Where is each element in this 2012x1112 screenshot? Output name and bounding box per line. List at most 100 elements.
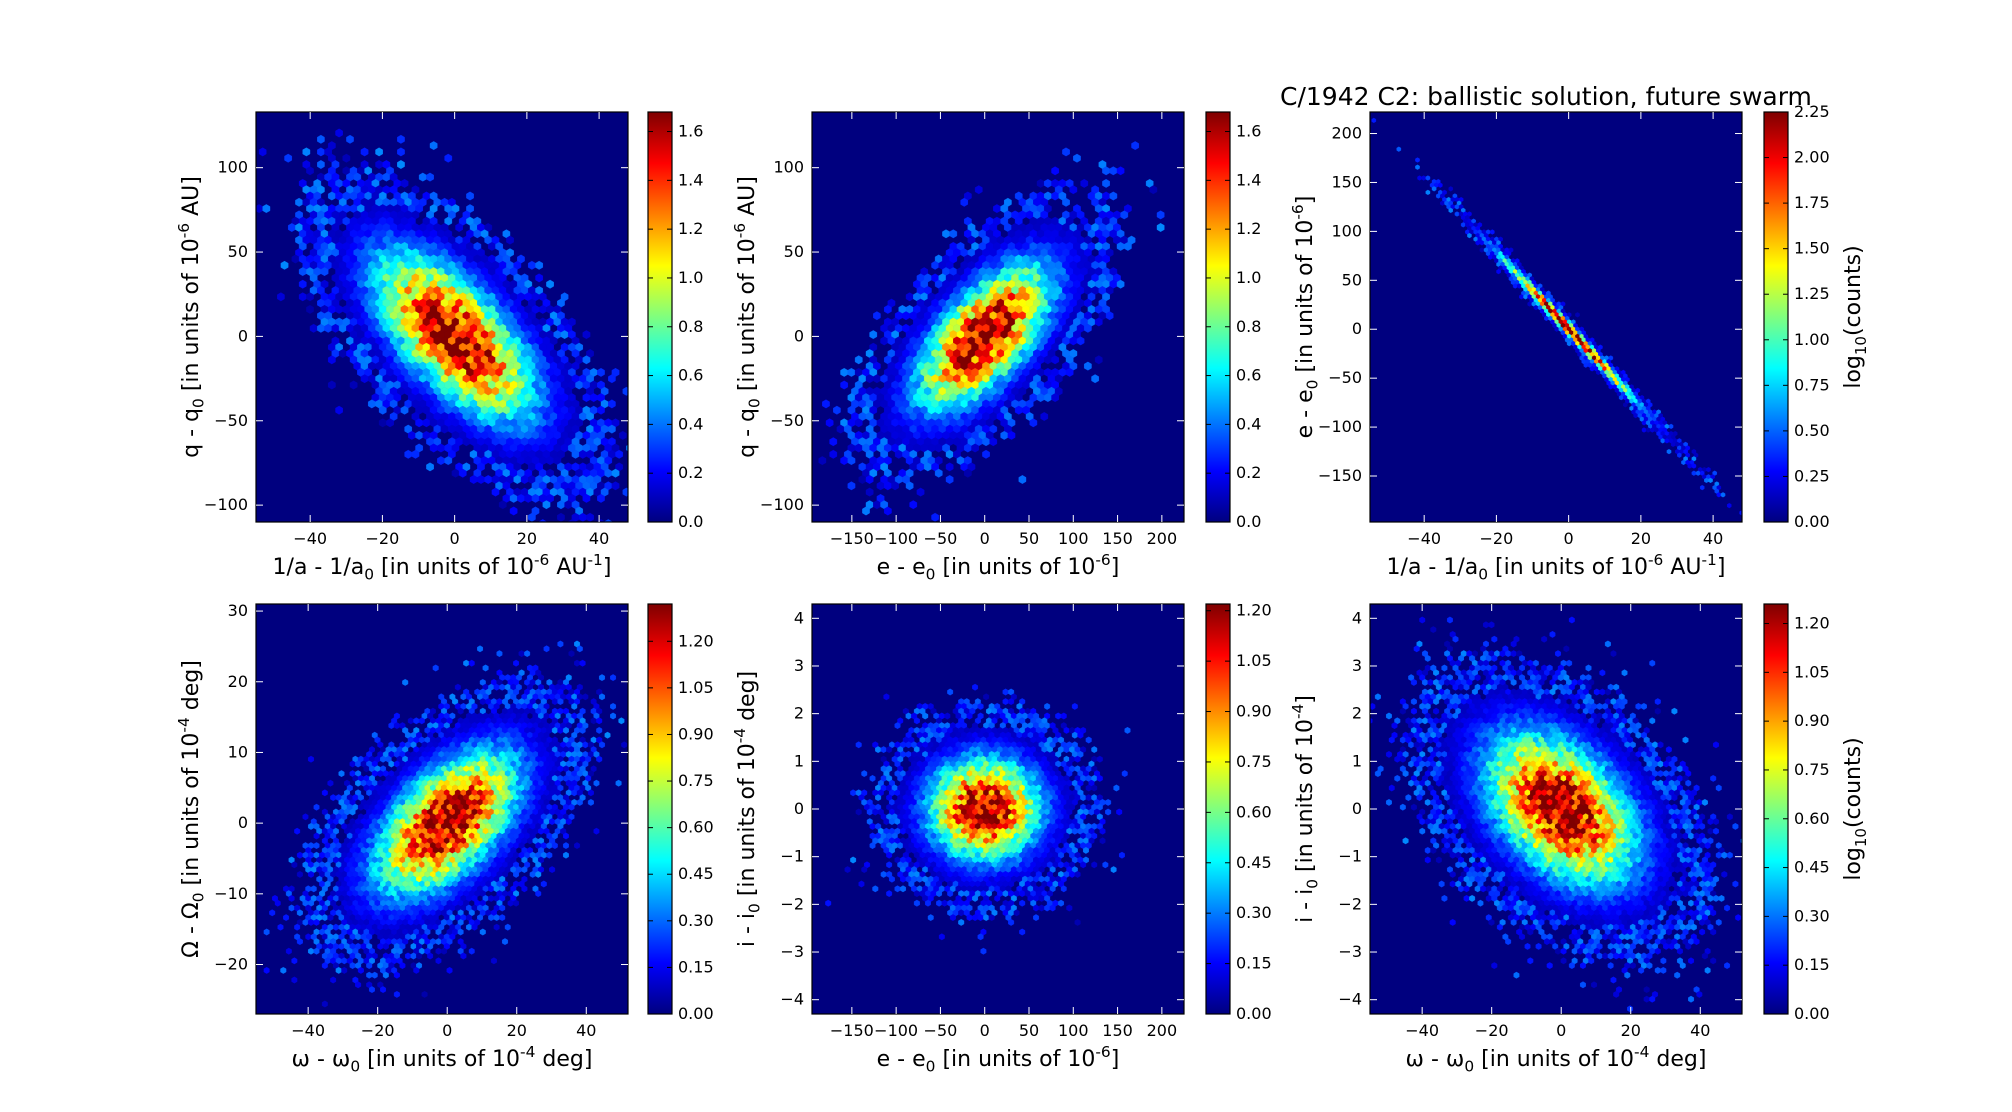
hexbin-cell <box>496 650 503 658</box>
hexbin-cell <box>506 235 514 245</box>
hexbin-cell <box>1051 393 1059 403</box>
x-axis-label: 1/a - 1/a0​ [in units of 10-6​ AU-1​] <box>1387 551 1726 583</box>
hexbin-cell <box>1094 355 1103 365</box>
hexbin-cell <box>1664 438 1670 444</box>
hexbin-cell <box>306 166 314 176</box>
hexbin-cell <box>280 260 289 270</box>
hexbin-cell <box>564 500 573 510</box>
hexbin-cell <box>386 418 394 428</box>
hexbin-cell <box>375 147 383 157</box>
hexbin-cell <box>869 330 878 340</box>
hexbin-cell <box>291 861 298 869</box>
y-tick-label: 200 <box>1331 124 1362 143</box>
hexbin-cell <box>538 827 544 835</box>
hexbin-cell <box>1589 366 1595 372</box>
hexbin-cell <box>1149 185 1158 195</box>
hexbin-cell <box>1608 384 1614 390</box>
hexbin-cell <box>313 803 320 811</box>
y-tick-label: 0 <box>794 326 804 345</box>
hexbin-cell <box>916 462 925 472</box>
hexbin-cell <box>576 645 583 653</box>
hexbin-cell <box>355 933 362 941</box>
hexbin-cell <box>285 947 292 955</box>
hexbin-cell <box>829 437 838 447</box>
hexbin-cell <box>308 755 314 763</box>
hexbin-cell <box>308 822 314 830</box>
hexbin-cell <box>1706 466 1711 473</box>
hexbin-cell <box>945 449 954 459</box>
hexbin-cell <box>1575 312 1580 318</box>
hexbin-cell <box>527 837 533 845</box>
hexbin-cell <box>491 487 500 497</box>
y-tick-label: 100 <box>217 158 248 177</box>
hexbin-cell <box>382 942 389 950</box>
hexbin-cell <box>327 914 334 922</box>
hexbin-cell <box>568 650 575 658</box>
hexbin-cell <box>1417 175 1422 181</box>
hexbin-cell <box>538 519 547 522</box>
hexbin-cell <box>468 947 475 955</box>
hexbin-cell <box>1454 211 1460 217</box>
hexbin-cell <box>410 952 417 960</box>
hexbin-cell <box>1716 492 1722 498</box>
hexbin-cell <box>528 512 536 522</box>
hexbin-cell <box>504 923 511 931</box>
hexbin-cell <box>931 512 939 522</box>
hexbin-cell <box>571 789 578 797</box>
hexbin-cell <box>327 779 334 787</box>
hexbin-cell <box>294 923 301 931</box>
hexbin-cell <box>560 330 569 340</box>
hexbin-cell <box>836 424 845 434</box>
hexbin-cell <box>1700 484 1705 491</box>
x-tick-label: 0 <box>450 529 460 548</box>
hexbin-cell <box>542 500 551 510</box>
hexbin-cell <box>854 443 863 453</box>
hexbin-cell <box>610 702 616 710</box>
hexbin-cell <box>388 760 395 768</box>
hexbin-cell <box>335 304 343 314</box>
hexbin-cell <box>549 866 556 874</box>
hexbin-cell <box>611 481 620 491</box>
hexbin-cell <box>934 468 943 478</box>
hexbin-cell <box>563 851 569 859</box>
y-tick-label: 100 <box>773 158 804 177</box>
hexbin-cell <box>596 755 603 763</box>
hexbin-cell <box>1475 240 1480 246</box>
hexbin-cell <box>854 418 863 428</box>
hexbin-cell <box>557 500 565 510</box>
hexbin-cell <box>1479 240 1485 246</box>
hexbin-cell <box>513 899 519 907</box>
hexbin-cell <box>531 493 540 503</box>
hexbin-cell <box>460 693 467 701</box>
hexbin-cell <box>1438 182 1443 188</box>
y-tick-label: −100 <box>204 495 248 514</box>
hexbin-cell <box>380 755 386 763</box>
hexbin-cell <box>471 923 478 931</box>
y-tick-label: −100 <box>1318 417 1362 436</box>
hexbin-cell <box>1454 204 1460 210</box>
hexbin-cell <box>535 890 542 898</box>
hexbin-cell <box>905 292 914 302</box>
hexbin-cell <box>1102 166 1110 176</box>
colorbar <box>1205 111 1231 523</box>
hexbin-cell <box>1421 175 1426 181</box>
colorbar-tick-label: 1.4 <box>1236 170 1261 189</box>
hexbin-cell <box>540 880 547 888</box>
hexbin-cell <box>498 500 507 510</box>
hexbin-cell <box>1425 189 1431 196</box>
hexbin-cell <box>949 229 958 239</box>
hexbin-cell <box>579 449 587 459</box>
hexbin-cell <box>306 292 314 302</box>
colorbar-tick-label: 2.00 <box>1794 148 1830 167</box>
colorbar-tick-label: 1.50 <box>1794 239 1830 258</box>
hexbin-cell <box>499 683 506 691</box>
hexbin-cell <box>440 424 449 434</box>
colorbar-tick-label: 0.0 <box>1236 512 1261 531</box>
hexbin-cell <box>876 481 885 491</box>
colorbar-tick-label: 1.2 <box>678 219 703 238</box>
hexbin-cell <box>313 832 320 840</box>
colorbar-tick-label: 1.75 <box>1794 193 1830 212</box>
colorbar-tick-label: 0.8 <box>1236 317 1261 336</box>
hexbin-cell <box>368 399 376 409</box>
hexbin-cell <box>1415 164 1420 170</box>
